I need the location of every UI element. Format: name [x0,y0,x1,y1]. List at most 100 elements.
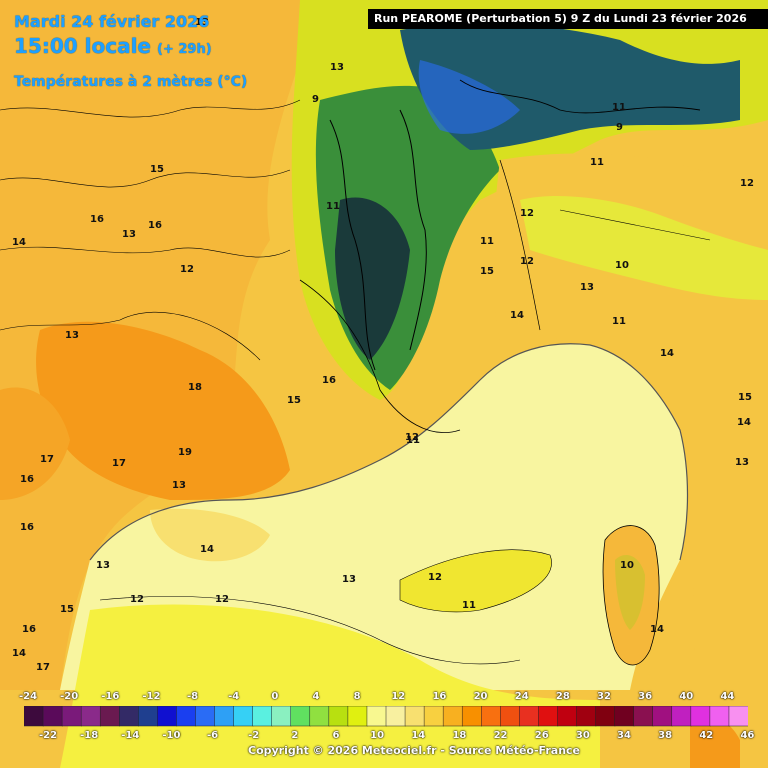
legend-bottom-label: 30 [575,730,590,741]
forecast-date: Mardi 24 février 2026 [14,12,210,31]
legend-swatch [80,706,101,727]
legend-swatch [538,706,559,727]
isotherm-label: 17 [112,458,126,469]
isotherm-label: 16 [148,220,162,231]
legend-bottom-label: 42 [699,730,714,741]
isotherm-label: 13 [735,457,749,468]
isotherm-label: 13 [96,560,110,571]
legend-swatch [99,706,121,727]
isotherm-label: 14 [737,417,751,428]
isotherm-label: 12 [180,264,194,275]
isotherm-label: 14 [200,544,214,555]
isotherm-label: 11 [590,157,604,168]
isotherm-label: 13 [65,330,79,341]
legend-top-label: 24 [514,691,529,702]
color-scale-legend: -24 -20 -16 -12 -8 -4 0 4 8 12 16 20 24 28 32 36 40 44 -2… [19,688,754,748]
legend-swatch [519,706,540,727]
isotherm-label: 11 [462,600,476,611]
isotherm-label: 14 [510,310,524,321]
isotherm-label: 11 [406,435,420,446]
legend-top-label: -20 [60,691,79,702]
legend-swatch [366,706,387,727]
legend-bottom-label: -2 [248,730,260,741]
legend-top-label: -4 [228,691,240,702]
isotherm-label: 18 [188,382,202,393]
isotherm-label: 12 [428,572,442,583]
legend-top-label: -16 [101,691,120,702]
legend-bottom-label: -18 [80,730,99,741]
isotherm-label: 15 [150,164,164,175]
forecast-time: 15:00 locale (+ 29h) [14,34,212,58]
isotherm-label: 14 [650,624,664,635]
isotherm-label: 10 [615,260,629,271]
legend-top-label: 20 [473,691,488,702]
legend-swatch [690,706,711,727]
legend-swatch [42,706,63,727]
isotherm-label: 17 [36,662,50,673]
legend-swatch [176,706,197,727]
legend-swatch [671,706,692,727]
isotherm-label: 11 [612,316,626,327]
isotherm-label: 13 [172,480,186,491]
legend-top-label: 40 [679,691,694,702]
isotherm-label: 9 [312,94,319,105]
legend-swatch [709,706,730,727]
legend-swatch [557,706,578,727]
legend-bottom-label: 14 [411,730,426,741]
isotherm-label: 13 [580,282,594,293]
isotherm-label: 13 [330,62,344,73]
legend-bottom-label: -6 [207,730,219,741]
isotherm-label: 14 [12,648,26,659]
legend-bottom-label: 22 [493,730,508,741]
legend-top-label: 36 [638,691,653,702]
isotherm-label: 12 [520,256,534,267]
legend-top-label: -24 [18,691,38,702]
isotherm-label: 13 [122,229,136,240]
legend-swatch [404,706,425,727]
legend-top-label: -12 [142,691,161,702]
legend-swatch [347,706,368,727]
variable-label: Températures à 2 mètres (°C) [14,74,248,90]
isotherm-label: 12 [215,594,229,605]
legend-top-label: -8 [187,691,199,702]
legend-swatch [328,706,349,727]
legend-swatch [290,706,311,727]
forecast-time-value: 15:00 locale [14,34,151,58]
isotherm-label: 12 [520,208,534,219]
legend-bottom-label: 2 [291,730,299,741]
isotherm-label: 19 [178,447,192,458]
isotherm-label: 10 [620,560,634,571]
legend-top-label: 4 [312,691,320,702]
isotherm-label: 12 [130,594,144,605]
legend-swatch [576,706,597,727]
legend-swatch [195,706,216,727]
legend-swatch [157,706,178,727]
legend-swatch [385,706,406,727]
legend-top-label: 12 [391,691,406,702]
legend-swatch [614,706,635,727]
legend-swatch [633,706,654,727]
isotherm-label: 9 [616,122,623,133]
legend-bottom-label: 26 [534,730,549,741]
isotherm-label: 15 [287,395,301,406]
isotherm-label: 11 [326,201,340,212]
run-info-bar: Run PEAROME (Perturbation 5) 9 Z du Lund… [368,9,768,29]
legend-swatch [61,706,82,727]
legend-swatch [138,706,159,727]
legend-swatch [442,706,463,727]
legend-swatch [309,706,330,727]
forecast-lead-time: (+ 29h) [157,42,212,57]
isotherm-label: 16 [20,474,34,485]
legend-swatch [461,706,483,727]
legend-swatch [595,706,616,727]
legend-bottom-label: 10 [370,730,385,741]
isotherm-label: 16 [22,624,36,635]
isotherm-label: 17 [40,454,54,465]
legend-swatch [481,706,502,727]
legend-bottom-label: -10 [162,730,181,741]
legend-swatch [652,706,673,727]
isotherm-label: 14 [12,237,26,248]
isotherm-label: 15 [738,392,752,403]
legend-swatch [271,706,292,727]
